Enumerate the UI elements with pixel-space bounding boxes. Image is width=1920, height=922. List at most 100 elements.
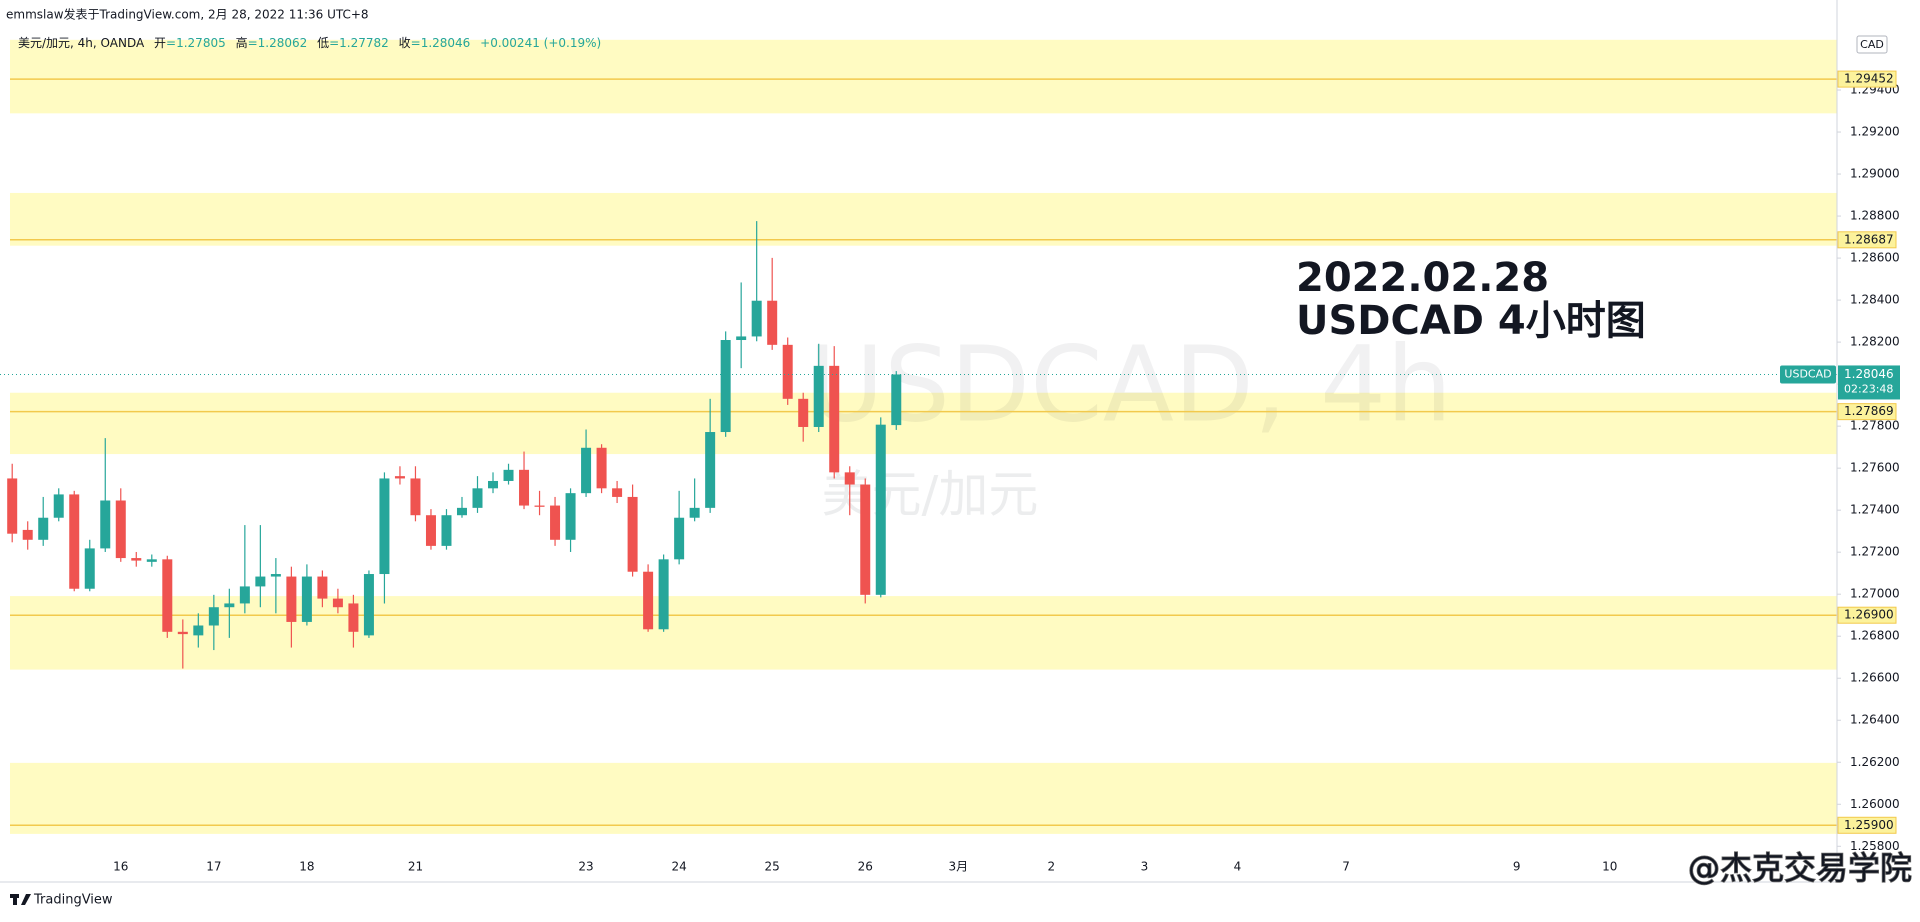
x-tick-label: 4 — [1234, 860, 1242, 874]
y-tick-label: 1.25800 — [1850, 839, 1900, 853]
candle-body — [720, 340, 731, 433]
annotation-title: USDCAD 4小时图 — [1296, 298, 1646, 344]
x-tick-label: 7 — [1342, 860, 1350, 874]
candle-body — [705, 432, 716, 508]
candle-body — [736, 336, 747, 341]
candle-body — [751, 300, 762, 337]
legend-change: +0.00241 (+0.19%) — [480, 36, 601, 50]
x-tick-label: 23 — [578, 860, 593, 874]
y-tick-label: 1.26800 — [1850, 629, 1900, 643]
legend-symbol: 美元/加元, 4h, OANDA — [18, 36, 145, 50]
zone — [10, 762, 1837, 834]
candle-body — [798, 398, 809, 427]
candle-body — [612, 488, 623, 497]
zone — [10, 192, 1837, 246]
candle-body — [162, 559, 173, 632]
y-tick-label: 1.28600 — [1850, 251, 1900, 265]
y-tick-label: 1.27800 — [1850, 419, 1900, 433]
candle-body — [53, 494, 64, 518]
candle-body — [658, 559, 669, 630]
candle-body — [224, 603, 235, 608]
x-tick-label: 10 — [1602, 860, 1617, 874]
candle-body — [689, 507, 700, 518]
candle-body — [7, 478, 18, 534]
axis-layer: 1.25800 1.26000 1.26200 1.26400 1.26600 1.268… — [113, 35, 1900, 874]
candle-body — [875, 424, 886, 595]
y-tick-label: 1.27200 — [1850, 545, 1900, 559]
header: emmslaw发表于TradingView.com, 2月 28, 2022 1… — [6, 7, 369, 22]
candle-body — [363, 574, 374, 636]
y-tick-label: 1.26000 — [1850, 797, 1900, 811]
legend: 美元/加元, 4h, OANDA 开=1.27805 高=1.28062 低=1… — [18, 35, 601, 50]
x-tick-label: 25 — [765, 860, 780, 874]
candle-body — [767, 300, 778, 345]
candle-body — [286, 576, 297, 622]
candle-body — [565, 493, 576, 540]
last-countdown: 02:23:48 — [1844, 382, 1893, 395]
legend-label: 低 — [317, 36, 329, 50]
candle-body — [348, 603, 359, 632]
candle-body — [84, 548, 95, 589]
candle-body — [379, 478, 390, 575]
y-tick-label: 1.26400 — [1850, 713, 1900, 727]
candle-body — [100, 500, 111, 549]
logo-part — [13, 894, 17, 905]
candle-body — [425, 515, 436, 546]
x-tick-label: 9 — [1513, 860, 1521, 874]
level-label: 1.29452 — [1844, 72, 1894, 86]
candle-body — [131, 558, 142, 561]
annotation-date: 2022.02.28 — [1296, 255, 1549, 301]
candle-body — [534, 505, 545, 507]
last-price-bg — [1838, 365, 1900, 400]
legend-value: =1.28062 — [248, 36, 308, 50]
candle-body — [829, 365, 840, 473]
legend-value: =1.27782 — [329, 36, 389, 50]
candle-body — [69, 494, 80, 589]
last-symbol: USDCAD — [1784, 367, 1831, 380]
x-tick-label: 21 — [408, 860, 423, 874]
zone — [10, 39, 1837, 114]
watermark-name: 美元/加元 — [822, 466, 1039, 524]
candle-body — [208, 607, 219, 626]
level-label-bg — [1837, 606, 1897, 624]
level-label: 1.28687 — [1844, 232, 1894, 246]
candle-body — [456, 507, 467, 516]
legend-value: =1.28046 — [411, 36, 471, 50]
candle-body — [301, 576, 312, 622]
currency-label: CAD — [1860, 38, 1884, 51]
candle-body — [317, 576, 328, 599]
zone — [10, 392, 1837, 455]
logo-part — [21, 894, 31, 905]
candle-body — [581, 447, 592, 494]
last-price-label: 1.28046 — [1844, 367, 1894, 381]
footer: TradingView — [33, 893, 113, 908]
candle-body — [193, 625, 204, 636]
candle-body — [488, 480, 499, 489]
candle-body — [177, 631, 188, 635]
candle-body — [146, 559, 157, 562]
y-tick-label: 1.29000 — [1850, 167, 1900, 181]
candle-body — [22, 529, 33, 540]
candle-body — [596, 447, 607, 489]
zone — [10, 596, 1837, 670]
candle-body — [441, 515, 452, 546]
legend-value: =1.27805 — [166, 36, 226, 50]
candle-body — [550, 505, 561, 540]
watermark-symbol: USDCAD, 4h — [808, 323, 1452, 445]
y-tick-label: 1.28200 — [1850, 335, 1900, 349]
level-label-bg — [1837, 70, 1897, 88]
level-label: 1.25900 — [1844, 818, 1894, 832]
candle-body — [643, 571, 654, 630]
candle-body — [503, 469, 514, 481]
level-label-bg — [1837, 816, 1897, 834]
candle-body — [410, 478, 421, 516]
y-tick-label: 1.26600 — [1850, 671, 1900, 685]
x-tick-label: 17 — [206, 860, 221, 874]
x-tick-label: 16 — [113, 860, 128, 874]
x-tick-label: 26 — [858, 860, 873, 874]
candle-body — [332, 598, 343, 608]
candle-body — [891, 374, 902, 426]
y-tick-label: 1.28800 — [1850, 209, 1900, 223]
